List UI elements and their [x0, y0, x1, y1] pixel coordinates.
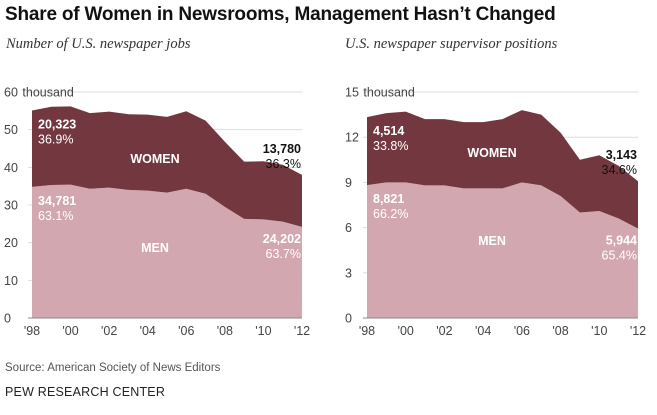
source-note: Source: American Society of News Editors [5, 362, 221, 374]
jobs-ytick-unit: thousand [22, 86, 73, 100]
jobs-men-end-pct: 63.7% [266, 247, 301, 261]
jobs-men-label: MEN [141, 241, 169, 255]
jobs-men-area [32, 184, 302, 318]
jobs-men-end-value: 24,202 [263, 232, 301, 246]
supervisors-men-start-value: 8,821 [373, 192, 404, 206]
jobs-xtick-label: '00 [62, 324, 78, 338]
supervisors-ytick-label: 0 [345, 312, 352, 326]
jobs-women-end-pct: 36.3% [266, 157, 301, 171]
jobs-xtick-label: '10 [255, 324, 271, 338]
supervisors-men-end-value: 5,944 [606, 234, 637, 248]
supervisors-xtick-label: '02 [436, 324, 452, 338]
jobs-xtick-label: '04 [140, 324, 156, 338]
supervisors-men-area [367, 182, 638, 318]
supervisors-ytick-label: 6 [345, 221, 352, 235]
supervisors-women-start-pct: 33.8% [373, 139, 408, 153]
supervisors-men-end-pct: 65.4% [602, 249, 637, 263]
jobs-women-end-value: 13,780 [263, 142, 301, 156]
supervisors-ytick-label: 9 [345, 176, 352, 190]
jobs-xtick-label: '98 [24, 324, 40, 338]
pew-brand: PEW RESEARCH CENTER [5, 385, 166, 399]
jobs-women-start-pct: 36.9% [38, 132, 73, 146]
jobs-ytick-label: 30 [4, 199, 18, 213]
jobs-men-start-pct: 63.1% [38, 209, 73, 223]
jobs-women-area [32, 106, 302, 227]
supervisors-women-end-pct: 34.6% [602, 163, 637, 177]
jobs-ytick-label: 20 [4, 236, 18, 250]
supervisors-xtick-label: '10 [591, 324, 607, 338]
supervisors-ytick-label: 12 [345, 131, 359, 145]
supervisors-women-end-value: 3,143 [606, 148, 637, 162]
jobs-xtick-label: '02 [101, 324, 117, 338]
jobs-ytick-label: 60 [4, 86, 18, 100]
supervisors-men-label: MEN [478, 234, 506, 248]
chart-title: Share of Women in Newsrooms, Management … [5, 4, 556, 25]
supervisors-xtick-label: '04 [475, 324, 491, 338]
supervisors-xtick-label: '00 [398, 324, 414, 338]
supervisors-xtick-label: '08 [552, 324, 568, 338]
supervisors-ytick-unit: thousand [363, 86, 414, 100]
supervisors-ytick-label: 15 [345, 86, 359, 100]
jobs-ytick-label: 40 [4, 161, 18, 175]
supervisors-xtick-label: '98 [359, 324, 375, 338]
supervisors-ytick-label: 3 [345, 266, 352, 280]
jobs-ytick-label: 50 [4, 123, 18, 137]
jobs-ytick-label: 10 [4, 274, 18, 288]
jobs-women-label: WOMEN [130, 152, 179, 166]
jobs-men-start-value: 34,781 [38, 194, 76, 208]
supervisors-women-area [367, 110, 638, 229]
jobs-women-start-value: 20,323 [38, 117, 76, 131]
supervisors-xtick-label: '12 [630, 324, 646, 338]
supervisors-women-start-value: 4,514 [373, 124, 404, 138]
supervisors-men-start-pct: 66.2% [373, 207, 408, 221]
left-chart-subtitle: Number of U.S. newspaper jobs [6, 36, 191, 52]
jobs-xtick-label: '08 [217, 324, 233, 338]
jobs-xtick-label: '06 [178, 324, 194, 338]
right-chart-subtitle: U.S. newspaper supervisor positions [345, 36, 558, 52]
jobs-ytick-label: 0 [4, 312, 11, 326]
supervisors-women-label: WOMEN [467, 146, 516, 160]
supervisors-xtick-label: '06 [514, 324, 530, 338]
jobs-xtick-label: '12 [294, 324, 310, 338]
